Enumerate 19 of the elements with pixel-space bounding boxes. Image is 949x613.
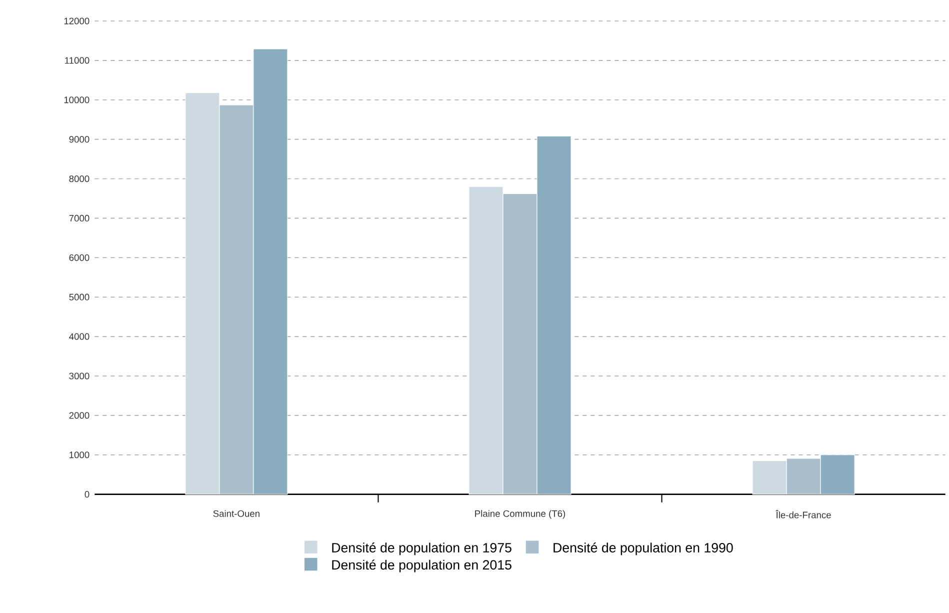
x-tick-label: Île-de-France — [776, 510, 831, 518]
y-tick-label: 2000 — [69, 412, 90, 419]
y-tick-label: 5000 — [69, 294, 90, 300]
y-tick-label: 3000 — [69, 372, 90, 380]
y-tick-label: 1000 — [70, 452, 90, 458]
legend-label: Densité de population en 2015 — [332, 560, 512, 572]
y-tick-label: 4000 — [69, 333, 90, 340]
y-tick-label: 12000 — [64, 18, 90, 24]
y-tick-label: 8000 — [69, 175, 90, 182]
y-tick-label: 0 — [84, 491, 90, 498]
x-tick-label: Plaine Commune (T6) — [475, 510, 566, 519]
legend-label: Densité de population en 1990 — [554, 542, 733, 556]
y-tick-label: 11000 — [65, 57, 90, 64]
y-tick-label: 10000 — [64, 96, 90, 104]
y-tick-label: 7000 — [69, 214, 90, 222]
y-tick-label: 9000 — [69, 136, 90, 143]
x-tick-label: Saint-Ouen — [213, 510, 260, 517]
y-tick-label: 6000 — [69, 254, 90, 261]
legend-label: Densité de population en 1975 — [332, 542, 512, 556]
